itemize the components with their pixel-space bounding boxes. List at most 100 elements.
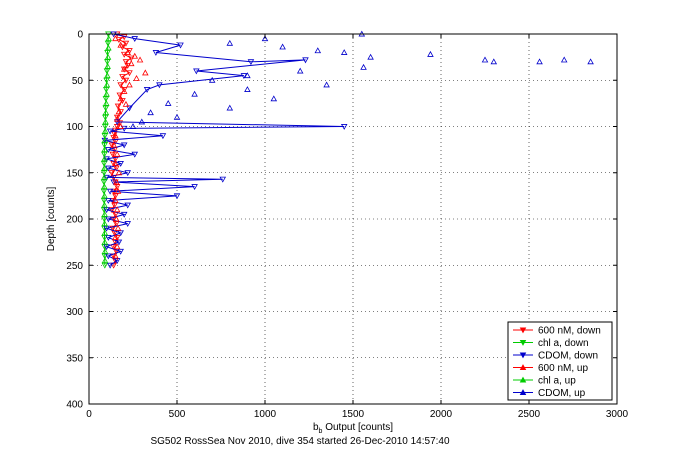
- data-point: [536, 58, 543, 65]
- data-point: [427, 50, 434, 57]
- data-point: [102, 118, 109, 125]
- data-point: [100, 170, 108, 177]
- y-tick-label: 400: [66, 400, 83, 411]
- data-point: [102, 87, 110, 93]
- data-point: [113, 178, 120, 185]
- data-point: [122, 40, 130, 47]
- data-point: [112, 156, 119, 163]
- data-point: [108, 207, 116, 214]
- legend-marker: [519, 352, 527, 359]
- data-point: [109, 225, 117, 232]
- data-point: [490, 58, 498, 65]
- data-point: [101, 183, 108, 190]
- data-point: [101, 124, 109, 130]
- data-point: [112, 132, 119, 139]
- data-point: [120, 211, 128, 218]
- data-point: [270, 95, 278, 102]
- data-point: [104, 62, 111, 69]
- data-point: [115, 108, 123, 115]
- data-point: [113, 119, 121, 126]
- series-2: [101, 31, 348, 269]
- data-point: [314, 47, 322, 54]
- data-point: [112, 35, 119, 42]
- data-point: [114, 187, 122, 194]
- data-point: [101, 133, 109, 140]
- data-point: [105, 147, 112, 154]
- data-point: [117, 82, 124, 89]
- data-point: [138, 118, 146, 125]
- series-3: [110, 35, 149, 259]
- data-point: [117, 230, 124, 237]
- data-point: [113, 165, 120, 172]
- data-point: [124, 221, 131, 228]
- data-point: [112, 234, 119, 240]
- data-point: [193, 68, 200, 75]
- x-tick-label: 0: [86, 409, 92, 420]
- data-point: [131, 36, 139, 43]
- data-point: [104, 72, 111, 79]
- data-point: [159, 133, 167, 140]
- chart-caption: SG502 RossSea Nov 2010, dive 354 started…: [150, 436, 450, 447]
- data-point: [481, 56, 489, 63]
- data-point: [106, 128, 114, 135]
- data-point: [367, 53, 374, 60]
- y-tick-label: 100: [66, 122, 83, 133]
- data-point: [101, 229, 109, 236]
- data-point: [323, 81, 330, 88]
- y-axis-label: Depth [counts]: [46, 187, 57, 252]
- data-point: [340, 124, 348, 130]
- data-point: [122, 59, 130, 66]
- data-point: [100, 188, 108, 195]
- data-point: [110, 244, 117, 251]
- data-point: [102, 114, 109, 121]
- legend-label: chl a, up: [538, 376, 576, 387]
- data-point: [101, 253, 109, 260]
- data-point: [114, 224, 122, 231]
- data-point: [102, 109, 110, 116]
- y-tick-label: 350: [66, 353, 83, 364]
- data-point: [587, 58, 594, 65]
- data-point: [101, 201, 108, 208]
- data-point: [113, 184, 121, 191]
- data-point: [101, 173, 108, 180]
- legend-marker: [519, 340, 527, 346]
- data-point: [191, 184, 198, 191]
- data-point: [208, 76, 216, 83]
- data-point: [133, 74, 140, 81]
- y-tick-label: 50: [72, 76, 84, 87]
- y-tick-label: 200: [66, 215, 83, 226]
- data-point: [124, 202, 131, 209]
- data-point: [560, 56, 568, 63]
- data-point: [109, 151, 117, 158]
- data-point: [105, 253, 112, 260]
- data-point: [100, 161, 108, 167]
- data-point: [101, 127, 109, 134]
- data-point: [101, 238, 109, 245]
- data-point: [104, 50, 111, 56]
- legend-label: chl a, down: [538, 338, 589, 349]
- data-point: [105, 216, 112, 223]
- data-point: [120, 142, 128, 149]
- data-point: [101, 136, 109, 143]
- data-point: [113, 243, 121, 250]
- y-tick-label: 150: [66, 168, 83, 179]
- data-point: [120, 87, 128, 93]
- data-point: [100, 198, 108, 204]
- data-point: [117, 161, 124, 167]
- series-5: [129, 30, 594, 129]
- data-point: [103, 77, 110, 84]
- data-point: [340, 49, 348, 55]
- data-point: [101, 146, 108, 153]
- data-point: [113, 150, 121, 157]
- data-point: [108, 170, 116, 177]
- data-point: [119, 74, 126, 80]
- data-point: [104, 40, 112, 47]
- legend-label: 600 nM, up: [538, 363, 588, 374]
- data-point: [120, 65, 128, 72]
- data-point: [105, 235, 112, 241]
- data-point: [101, 257, 109, 264]
- x-tick-label: 1000: [254, 409, 277, 420]
- series-4: [101, 35, 112, 264]
- data-point: [244, 72, 251, 79]
- data-point: [116, 92, 124, 99]
